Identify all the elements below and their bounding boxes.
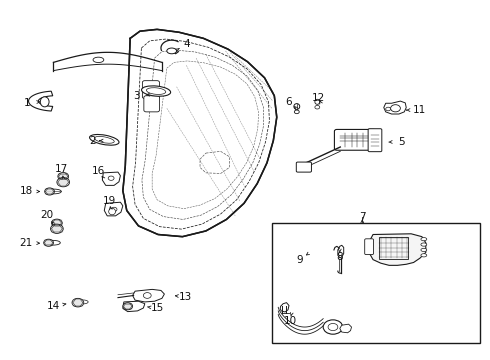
Circle shape — [323, 320, 343, 334]
Circle shape — [108, 176, 114, 180]
Text: 19: 19 — [102, 196, 116, 206]
Polygon shape — [28, 91, 53, 111]
Text: 8: 8 — [337, 252, 343, 262]
FancyBboxPatch shape — [368, 129, 382, 152]
Ellipse shape — [77, 300, 88, 304]
Polygon shape — [280, 303, 289, 312]
Circle shape — [144, 293, 151, 298]
Text: 18: 18 — [20, 186, 33, 197]
Circle shape — [123, 303, 133, 310]
Ellipse shape — [48, 189, 61, 194]
Text: 15: 15 — [150, 303, 164, 314]
FancyBboxPatch shape — [365, 239, 373, 255]
Polygon shape — [384, 101, 406, 114]
Ellipse shape — [147, 88, 166, 94]
Ellipse shape — [47, 240, 60, 245]
Ellipse shape — [40, 97, 49, 107]
Circle shape — [44, 239, 53, 246]
Circle shape — [57, 177, 70, 187]
Ellipse shape — [421, 243, 427, 246]
FancyBboxPatch shape — [144, 96, 159, 112]
Text: 3: 3 — [133, 91, 140, 101]
Text: 4: 4 — [183, 39, 190, 49]
Polygon shape — [123, 301, 145, 312]
Text: 20: 20 — [41, 210, 54, 220]
Ellipse shape — [90, 135, 119, 145]
Circle shape — [386, 107, 391, 111]
Text: 1: 1 — [24, 98, 31, 108]
Circle shape — [45, 188, 54, 195]
Ellipse shape — [142, 86, 171, 96]
Polygon shape — [123, 30, 277, 237]
Text: 21: 21 — [20, 238, 33, 248]
Text: 11: 11 — [412, 105, 426, 115]
Polygon shape — [104, 202, 123, 216]
Polygon shape — [340, 324, 351, 333]
Ellipse shape — [294, 110, 299, 114]
Circle shape — [51, 219, 62, 227]
Ellipse shape — [421, 238, 427, 241]
Ellipse shape — [167, 48, 176, 54]
FancyBboxPatch shape — [272, 223, 480, 343]
Ellipse shape — [315, 99, 320, 104]
Circle shape — [58, 172, 69, 180]
Polygon shape — [133, 289, 164, 302]
Text: 13: 13 — [179, 292, 192, 302]
Circle shape — [72, 298, 84, 307]
FancyBboxPatch shape — [334, 130, 376, 150]
Circle shape — [111, 207, 117, 212]
Polygon shape — [133, 39, 270, 229]
Text: 17: 17 — [55, 164, 69, 174]
Ellipse shape — [421, 248, 427, 252]
FancyBboxPatch shape — [296, 162, 312, 172]
Text: 6: 6 — [286, 97, 293, 107]
Text: 16: 16 — [92, 166, 105, 176]
Text: 9: 9 — [296, 255, 303, 265]
Polygon shape — [102, 172, 121, 185]
Ellipse shape — [93, 57, 104, 63]
Ellipse shape — [421, 254, 427, 257]
FancyBboxPatch shape — [143, 81, 159, 99]
Text: 12: 12 — [312, 93, 325, 103]
Text: 7: 7 — [359, 212, 366, 221]
Text: 14: 14 — [47, 301, 60, 311]
Ellipse shape — [294, 104, 300, 109]
Polygon shape — [369, 234, 426, 265]
Circle shape — [50, 224, 63, 233]
Ellipse shape — [94, 136, 114, 143]
Text: 2: 2 — [89, 136, 96, 145]
Text: 10: 10 — [283, 316, 296, 325]
Ellipse shape — [109, 208, 116, 215]
Circle shape — [391, 105, 400, 112]
Polygon shape — [338, 245, 343, 258]
Ellipse shape — [315, 105, 320, 109]
Text: 5: 5 — [398, 137, 405, 147]
Circle shape — [328, 323, 338, 330]
